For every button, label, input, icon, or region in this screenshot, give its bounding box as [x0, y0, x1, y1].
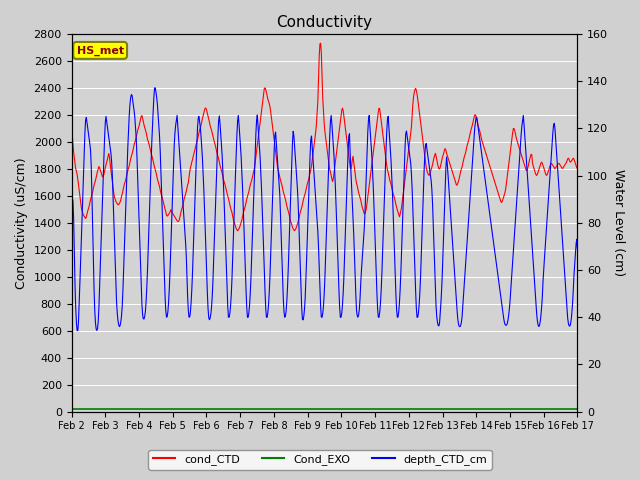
cond_CTD [402, 170, 410, 176]
depth_CTD_cm [130, 103, 138, 109]
Line: cond_CTD: cond_CTD [72, 43, 577, 231]
cond_CTD [234, 228, 241, 234]
Cond_EXO [77, 406, 84, 412]
depth_CTD_cm [77, 236, 85, 241]
Cond_EXO [386, 406, 394, 412]
cond_CTD [573, 166, 581, 172]
cond_CTD [387, 181, 395, 187]
cond_CTD [68, 125, 76, 131]
depth_CTD_cm [387, 157, 395, 163]
cond_CTD [129, 148, 136, 154]
cond_CTD [180, 196, 188, 202]
Line: depth_CTD_cm: depth_CTD_cm [72, 88, 577, 331]
Legend: cond_CTD, Cond_EXO, depth_CTD_cm: cond_CTD, Cond_EXO, depth_CTD_cm [148, 450, 492, 469]
depth_CTD_cm [573, 247, 581, 252]
cond_CTD [77, 199, 84, 205]
cond_CTD [207, 125, 214, 131]
depth_CTD_cm [209, 293, 216, 299]
Cond_EXO [180, 406, 188, 412]
Y-axis label: Water Level (cm): Water Level (cm) [612, 169, 625, 276]
depth_CTD_cm [151, 85, 159, 91]
Y-axis label: Conductivity (uS/cm): Conductivity (uS/cm) [15, 157, 28, 288]
depth_CTD_cm [182, 239, 189, 245]
Title: Conductivity: Conductivity [276, 15, 372, 30]
Cond_EXO [573, 406, 581, 412]
Cond_EXO [68, 406, 76, 412]
Text: HS_met: HS_met [77, 45, 124, 56]
Cond_EXO [129, 406, 136, 412]
Cond_EXO [401, 406, 408, 412]
depth_CTD_cm [74, 328, 81, 334]
Cond_EXO [207, 406, 214, 412]
depth_CTD_cm [68, 193, 76, 199]
depth_CTD_cm [402, 131, 410, 136]
cond_CTD [317, 40, 324, 46]
